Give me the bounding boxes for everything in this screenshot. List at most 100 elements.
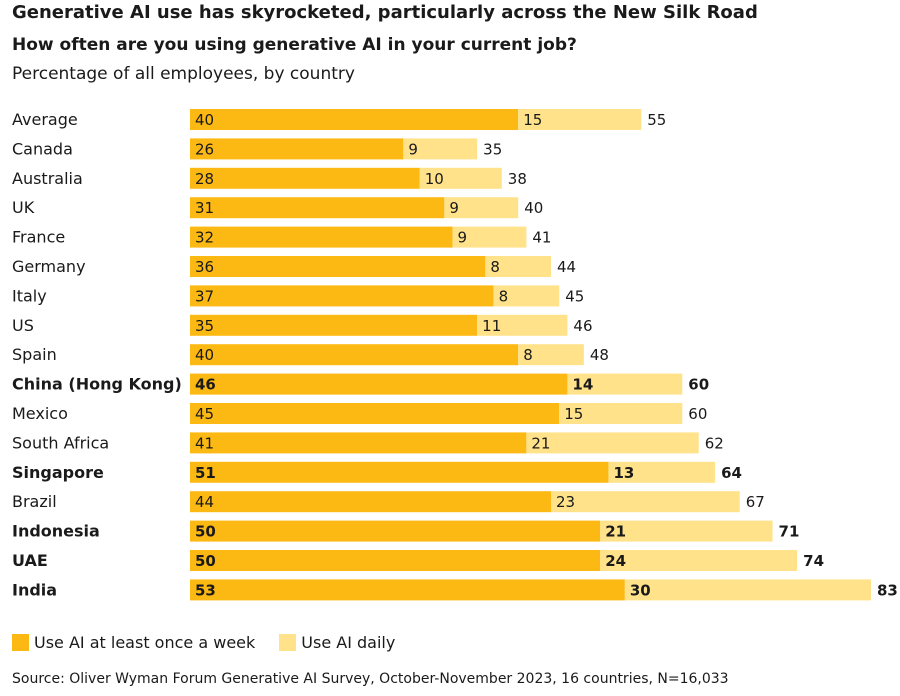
- bar-weekly: [190, 403, 560, 424]
- value-label-weekly: 36: [195, 258, 214, 276]
- category-label: China (Hong Kong): [12, 375, 182, 394]
- category-label: Singapore: [12, 463, 104, 482]
- bar-weekly: [190, 373, 568, 395]
- value-label-total: 41: [532, 229, 551, 247]
- value-label-total: 60: [688, 405, 707, 423]
- value-label-total: 60: [688, 376, 709, 394]
- legend-label-weekly: Use AI at least once a week: [34, 633, 256, 652]
- bar-weekly: [190, 461, 609, 483]
- chart-title: Generative AI use has skyrocketed, parti…: [12, 2, 758, 23]
- category-label: France: [12, 228, 65, 247]
- source-note: Source: Oliver Wyman Forum Generative AI…: [12, 671, 729, 687]
- value-label-weekly: 32: [195, 229, 214, 247]
- legend-swatch-daily: [279, 634, 297, 651]
- category-label: India: [12, 580, 57, 599]
- value-label-weekly: 45: [195, 405, 214, 423]
- bar-weekly: [190, 197, 445, 219]
- value-label-daily: 8: [499, 287, 509, 305]
- value-label-weekly: 31: [195, 199, 214, 217]
- bar-daily: [485, 256, 552, 277]
- value-label-total: 74: [803, 552, 824, 570]
- category-label: UK: [12, 198, 35, 217]
- category-label: US: [12, 316, 34, 335]
- value-label-daily: 15: [523, 111, 542, 129]
- value-label-total: 64: [721, 464, 742, 482]
- value-label-total: 62: [705, 434, 724, 452]
- stacked-bar-chart: Average 40 15 55 Canada 26 9 35 Australia 28 10 38 U…: [12, 109, 898, 601]
- bar-weekly: [190, 579, 625, 601]
- bar-daily: [419, 167, 502, 189]
- bar-daily: [559, 403, 683, 424]
- bar-daily: [608, 461, 716, 483]
- value-label-daily: 21: [605, 523, 626, 541]
- value-label-total: 55: [647, 111, 666, 129]
- bar-daily: [526, 432, 699, 454]
- value-label-weekly: 40: [195, 346, 214, 364]
- legend-label-daily: Use AI daily: [301, 633, 396, 652]
- value-label-daily: 14: [572, 376, 593, 394]
- value-label-weekly: 50: [195, 523, 216, 541]
- category-label: South Africa: [12, 433, 109, 452]
- bar-daily: [518, 344, 584, 366]
- bar-daily: [600, 520, 773, 542]
- bar-weekly: [190, 138, 404, 160]
- value-label-weekly: 50: [195, 552, 216, 570]
- category-label: Average: [12, 110, 78, 129]
- value-label-total: 45: [565, 287, 584, 305]
- value-label-weekly: 35: [195, 317, 214, 335]
- category-label: Australia: [12, 169, 83, 188]
- bar-daily: [551, 491, 740, 513]
- chart-caption: Percentage of all employees, by country: [12, 64, 355, 84]
- value-label-daily: 10: [425, 170, 444, 188]
- category-label: Indonesia: [12, 522, 100, 541]
- value-label-weekly: 53: [195, 581, 216, 599]
- chart-subtitle: How often are you using generative AI in…: [12, 35, 577, 55]
- bar-daily: [624, 579, 871, 601]
- value-label-total: 40: [524, 199, 543, 217]
- bar-weekly: [190, 226, 453, 248]
- bar-daily: [477, 314, 568, 336]
- value-label-daily: 30: [630, 581, 651, 599]
- value-label-weekly: 51: [195, 464, 216, 482]
- value-label-total: 67: [746, 493, 765, 511]
- value-label-total: 46: [573, 317, 592, 335]
- bar-weekly: [190, 491, 552, 513]
- category-label: Spain: [12, 345, 57, 364]
- legend-swatch-weekly: [12, 634, 29, 651]
- category-label: Germany: [12, 257, 86, 276]
- category-label: Mexico: [12, 404, 68, 423]
- legend: Use AI at least once a week Use AI daily: [12, 633, 419, 652]
- bar-weekly: [190, 432, 527, 454]
- bar-weekly: [190, 109, 519, 130]
- bar-weekly: [190, 550, 601, 571]
- value-label-daily: 13: [613, 464, 634, 482]
- legend-item-daily: Use AI daily: [279, 633, 395, 652]
- value-label-daily: 9: [458, 229, 468, 247]
- category-label: Italy: [12, 286, 47, 305]
- value-label-total: 44: [557, 258, 576, 276]
- bar-weekly: [190, 344, 519, 366]
- value-label-daily: 24: [605, 552, 626, 570]
- value-label-weekly: 26: [195, 140, 214, 158]
- value-label-total: 71: [779, 523, 800, 541]
- category-label: UAE: [12, 551, 48, 570]
- bar-daily: [567, 373, 683, 395]
- legend-item-weekly: Use AI at least once a week: [12, 633, 255, 652]
- category-label: Brazil: [12, 492, 57, 511]
- value-label-weekly: 41: [195, 434, 214, 452]
- value-label-daily: 11: [482, 317, 501, 335]
- value-label-weekly: 40: [195, 111, 214, 129]
- value-label-total: 35: [483, 140, 502, 158]
- category-label: Canada: [12, 139, 73, 158]
- value-label-total: 38: [508, 170, 527, 188]
- value-label-total: 48: [590, 346, 609, 364]
- bar-weekly: [190, 285, 494, 307]
- value-label-daily: 15: [564, 405, 583, 423]
- value-label-daily: 8: [523, 346, 533, 364]
- bar-weekly: [190, 520, 601, 542]
- bar-daily: [444, 197, 519, 219]
- bar-weekly: [190, 167, 420, 189]
- bar-weekly: [190, 256, 486, 277]
- value-label-daily: 8: [490, 258, 500, 276]
- bar-daily: [403, 138, 478, 160]
